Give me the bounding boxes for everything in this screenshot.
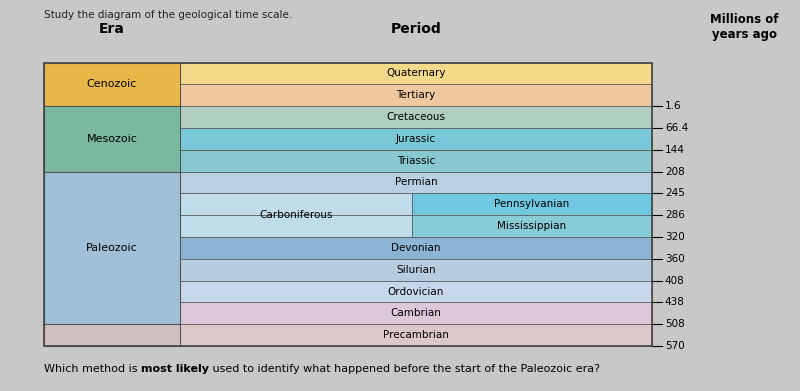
Text: Silurian: Silurian [396, 265, 436, 275]
Text: 208: 208 [665, 167, 685, 177]
Text: 408: 408 [665, 276, 685, 285]
Text: Tertiary: Tertiary [396, 90, 436, 100]
Text: Mississippian: Mississippian [498, 221, 566, 231]
Bar [180, 63, 652, 84]
Bar [44, 106, 180, 172]
Text: used to identify what happened before the start of the Paleozoic era?: used to identify what happened before th… [209, 364, 600, 375]
Text: Which method is: Which method is [44, 364, 141, 375]
Bar [180, 84, 652, 106]
Bar [180, 302, 652, 324]
Text: most likely: most likely [141, 364, 209, 375]
Text: 438: 438 [665, 298, 685, 307]
Text: Cretaceous: Cretaceous [386, 112, 446, 122]
Bar [180, 324, 652, 346]
Text: Period: Period [390, 22, 442, 36]
Bar [44, 172, 180, 324]
Text: Pennsylvanian: Pennsylvanian [494, 199, 570, 209]
Text: 508: 508 [665, 319, 685, 329]
Text: 286: 286 [665, 210, 685, 220]
Text: Cenozoic: Cenozoic [87, 79, 137, 90]
Text: Precambrian: Precambrian [383, 330, 449, 340]
Bar [412, 215, 652, 237]
Bar [180, 128, 652, 150]
Text: 570: 570 [665, 341, 685, 351]
Text: Era: Era [99, 22, 125, 36]
Text: 245: 245 [665, 188, 685, 198]
Text: Devonian: Devonian [391, 243, 441, 253]
Text: 360: 360 [665, 254, 685, 264]
Text: Carboniferous: Carboniferous [259, 210, 333, 220]
Bar [180, 194, 412, 215]
Bar [180, 150, 652, 172]
Text: Mesozoic: Mesozoic [86, 134, 138, 144]
Text: Cambrian: Cambrian [390, 308, 442, 318]
Bar [180, 259, 652, 281]
Text: Permian: Permian [394, 178, 438, 188]
Bar [44, 63, 652, 346]
Text: 66.4: 66.4 [665, 123, 688, 133]
Text: Ordovician: Ordovician [388, 287, 444, 296]
Bar [180, 106, 652, 128]
Bar [44, 63, 180, 106]
Text: Quaternary: Quaternary [386, 68, 446, 79]
Text: Paleozoic: Paleozoic [86, 243, 138, 253]
Text: 320: 320 [665, 232, 685, 242]
Text: Study the diagram of the geological time scale.: Study the diagram of the geological time… [44, 10, 292, 20]
Bar [44, 324, 180, 346]
Bar [180, 237, 652, 259]
Bar [180, 215, 412, 237]
Text: Millions of
years ago: Millions of years ago [710, 13, 778, 41]
Bar [412, 194, 652, 215]
Text: Triassic: Triassic [397, 156, 435, 166]
Bar [180, 281, 652, 302]
Text: 1.6: 1.6 [665, 101, 682, 111]
Text: 144: 144 [665, 145, 685, 155]
Text: Jurassic: Jurassic [396, 134, 436, 144]
Bar [180, 172, 652, 194]
